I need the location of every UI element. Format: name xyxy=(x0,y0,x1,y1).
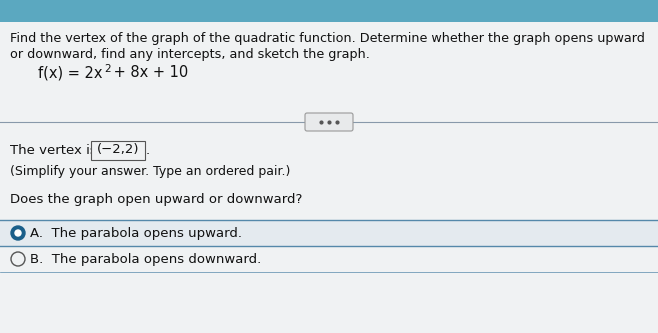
Text: + 8x + 10: + 8x + 10 xyxy=(109,65,188,80)
Circle shape xyxy=(11,252,25,266)
Circle shape xyxy=(11,226,25,240)
FancyBboxPatch shape xyxy=(0,0,658,22)
Text: (Simplify your answer. Type an ordered pair.): (Simplify your answer. Type an ordered p… xyxy=(10,166,290,178)
Text: B.  The parabola opens downward.: B. The parabola opens downward. xyxy=(30,252,261,265)
FancyBboxPatch shape xyxy=(305,113,353,131)
Text: Does the graph open upward or downward?: Does the graph open upward or downward? xyxy=(10,193,303,206)
FancyBboxPatch shape xyxy=(0,220,658,246)
FancyBboxPatch shape xyxy=(91,141,145,160)
Text: (−2,2): (−2,2) xyxy=(97,144,139,157)
Circle shape xyxy=(15,230,21,236)
Text: The vertex is: The vertex is xyxy=(10,144,101,157)
Text: Find the vertex of the graph of the quadratic function. Determine whether the gr: Find the vertex of the graph of the quad… xyxy=(10,32,645,45)
Text: f(x) = 2x: f(x) = 2x xyxy=(38,65,103,80)
Text: .: . xyxy=(146,144,150,157)
FancyBboxPatch shape xyxy=(0,22,658,333)
Text: or downward, find any intercepts, and sketch the graph.: or downward, find any intercepts, and sk… xyxy=(10,48,370,61)
Text: A.  The parabola opens upward.: A. The parabola opens upward. xyxy=(30,226,242,239)
Text: 2: 2 xyxy=(104,64,111,74)
